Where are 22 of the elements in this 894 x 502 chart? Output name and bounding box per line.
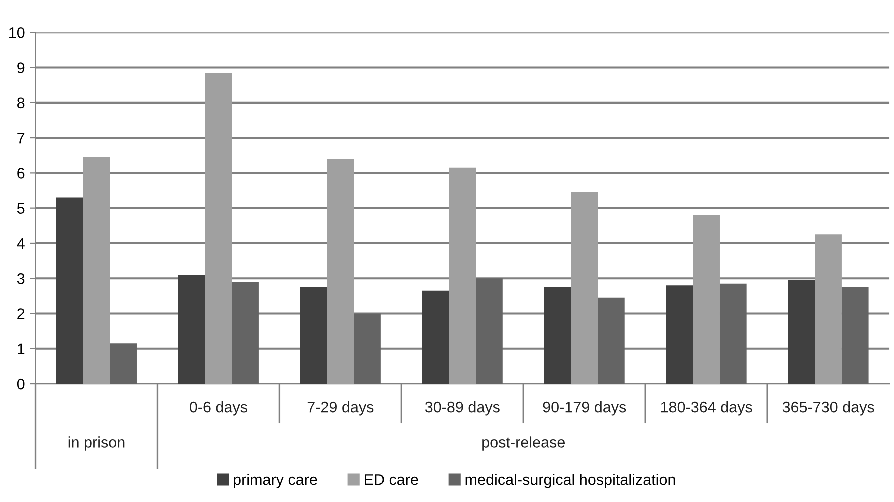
- legend-label: ED care: [365, 474, 418, 486]
- x-tick-label: 30-89 days: [425, 402, 500, 416]
- y-tick-label: 3: [17, 273, 25, 284]
- y-tick-label: 4: [17, 238, 25, 250]
- x-tick-label: 0-6 days: [190, 402, 248, 416]
- y-tick-label: 7: [18, 133, 25, 144]
- x-tick-label: 365-730 days: [782, 402, 874, 416]
- text: post-release: [482, 436, 565, 451]
- text: in prison: [68, 436, 125, 451]
- y-tick-label: 0: [17, 378, 25, 390]
- y-tick-label: 9: [18, 62, 25, 74]
- legend-label: medical-surgical hospitalization: [466, 474, 676, 488]
- x-tick-label: 180-364 days: [661, 402, 752, 416]
- y-tick-label: 10: [10, 28, 25, 38]
- y-tick-label: 5: [17, 203, 25, 214]
- legend-label: primary care: [234, 474, 318, 488]
- y-tick-label: 6: [18, 168, 25, 179]
- y-tick-label: 1: [18, 344, 25, 354]
- x-tick-label: 90-179 days: [543, 402, 626, 416]
- y-tick-label: 2: [18, 308, 25, 320]
- y-tick-label: 8: [18, 98, 25, 109]
- x-tick-label: 7-29 days: [308, 402, 374, 416]
